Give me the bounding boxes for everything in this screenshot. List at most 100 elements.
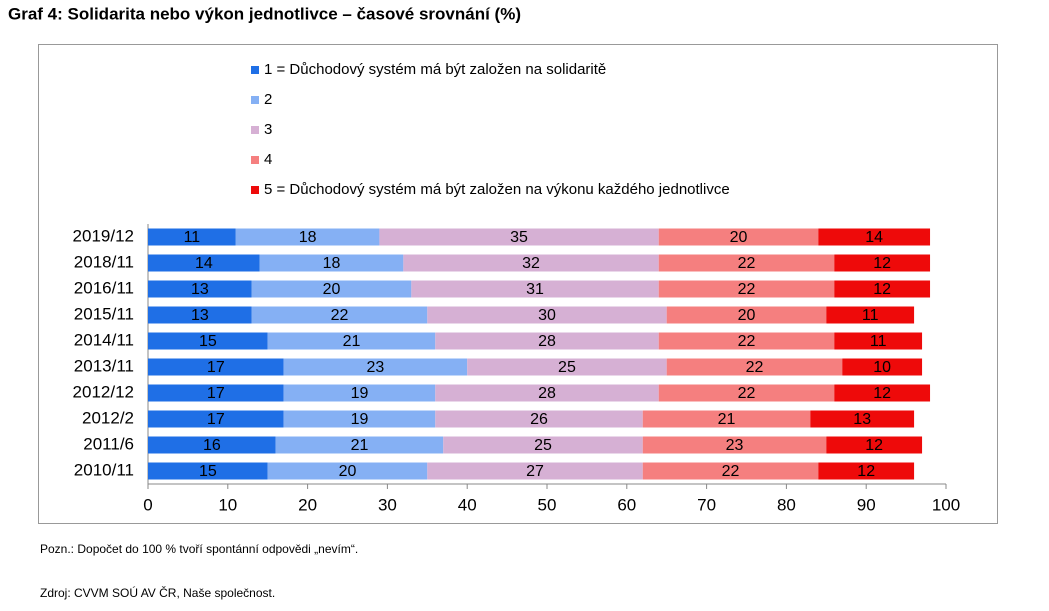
- legend-label: 3: [264, 121, 272, 138]
- legend-label: 4: [264, 151, 272, 168]
- bar-segment: [435, 410, 643, 428]
- bar-segment: [435, 332, 659, 350]
- data-label: 27: [526, 463, 544, 480]
- bar-segment: [834, 384, 931, 402]
- x-tick-label: 60: [617, 495, 636, 514]
- data-label: 14: [195, 255, 213, 272]
- bar-segment: [148, 280, 252, 298]
- data-label: 17: [207, 411, 225, 428]
- bar-segment: [148, 436, 276, 454]
- x-tick-label: 40: [458, 495, 477, 514]
- data-label: 31: [526, 281, 544, 298]
- bar-segment: [148, 384, 284, 402]
- data-label: 26: [530, 411, 548, 428]
- data-label: 35: [510, 229, 528, 246]
- data-label: 20: [738, 307, 756, 324]
- bar-segment: [435, 384, 659, 402]
- legend-swatch: [251, 96, 259, 104]
- bar-segment: [810, 410, 915, 428]
- bar-segment: [411, 280, 659, 298]
- data-label: 30: [538, 307, 556, 324]
- x-tick-label: 100: [932, 495, 960, 514]
- bar-segment: [148, 332, 268, 350]
- bar-segment: [148, 254, 260, 272]
- bar-segment: [658, 254, 835, 272]
- data-label: 25: [534, 437, 552, 454]
- legend-label: 2: [264, 91, 272, 108]
- bar-segment: [148, 462, 268, 480]
- data-label: 12: [873, 255, 891, 272]
- data-label: 11: [870, 333, 887, 350]
- source: Zdroj: CVVM SOÚ AV ČR, Naše společnost.: [40, 585, 275, 600]
- data-label: 22: [722, 463, 740, 480]
- bar-segment: [148, 306, 252, 324]
- bar-segment: [443, 436, 643, 454]
- x-tick-label: 10: [218, 495, 237, 514]
- data-label: 25: [558, 359, 576, 376]
- data-label: 16: [203, 437, 221, 454]
- y-tick-label: 2010/11: [74, 460, 134, 479]
- y-tick-label: 2016/11: [74, 278, 134, 297]
- data-label: 19: [351, 385, 369, 402]
- data-label: 17: [207, 359, 225, 376]
- data-label: 11: [862, 307, 879, 324]
- data-label: 15: [199, 333, 217, 350]
- chart-frame: [38, 44, 998, 524]
- bar-segment: [834, 254, 931, 272]
- bar-segment: [834, 332, 923, 350]
- bar-segment: [467, 358, 667, 376]
- bar-segment: [642, 436, 827, 454]
- data-label: 15: [199, 463, 217, 480]
- data-label: 22: [331, 307, 349, 324]
- data-label: 28: [538, 333, 556, 350]
- data-label: 22: [746, 359, 764, 376]
- data-label: 22: [738, 385, 756, 402]
- bar-segment: [666, 306, 827, 324]
- bar-segment: [148, 410, 284, 428]
- y-tick-label: 2011/6: [83, 434, 134, 453]
- bar-segment: [842, 358, 923, 376]
- data-label: 28: [538, 385, 556, 402]
- bar-segment: [251, 306, 428, 324]
- x-tick-label: 70: [697, 495, 716, 514]
- bar-segment: [275, 436, 444, 454]
- legend-label: 1 = Důchodový systém má být založen na s…: [264, 61, 606, 78]
- data-label: 18: [323, 255, 341, 272]
- x-tick-label: 50: [538, 495, 557, 514]
- bar-segment: [658, 332, 835, 350]
- data-label: 13: [191, 307, 209, 324]
- note: Pozn.: Dopočet do 100 % tvoří spontánní …: [40, 542, 358, 556]
- bar-segment: [283, 358, 468, 376]
- legend-swatch: [251, 156, 259, 164]
- bar-segment: [267, 462, 428, 480]
- bar-segment: [259, 254, 404, 272]
- bar-segment: [826, 306, 915, 324]
- bar-segment: [826, 436, 923, 454]
- bar-segment: [642, 410, 811, 428]
- bar-segment: [834, 280, 931, 298]
- bar-segment: [379, 228, 659, 246]
- bar-segment: [427, 306, 667, 324]
- bar-segment: [658, 228, 819, 246]
- data-label: 19: [351, 411, 369, 428]
- legend-swatch: [251, 66, 259, 74]
- x-tick-label: 80: [777, 495, 796, 514]
- data-label: 22: [738, 333, 756, 350]
- data-label: 10: [873, 359, 891, 376]
- bar-segment: [666, 358, 843, 376]
- data-label: 12: [857, 463, 875, 480]
- legend-swatch: [251, 186, 259, 194]
- bar-segment: [235, 228, 380, 246]
- bar-segment: [427, 462, 643, 480]
- data-label: 11: [184, 229, 201, 246]
- data-label: 23: [367, 359, 385, 376]
- bar-segment: [642, 462, 819, 480]
- data-label: 14: [865, 229, 883, 246]
- bar-segment: [818, 462, 915, 480]
- data-label: 21: [718, 411, 736, 428]
- x-tick-label: 0: [143, 495, 152, 514]
- bar-segment: [283, 410, 436, 428]
- bar-segment: [267, 332, 436, 350]
- data-label: 20: [730, 229, 748, 246]
